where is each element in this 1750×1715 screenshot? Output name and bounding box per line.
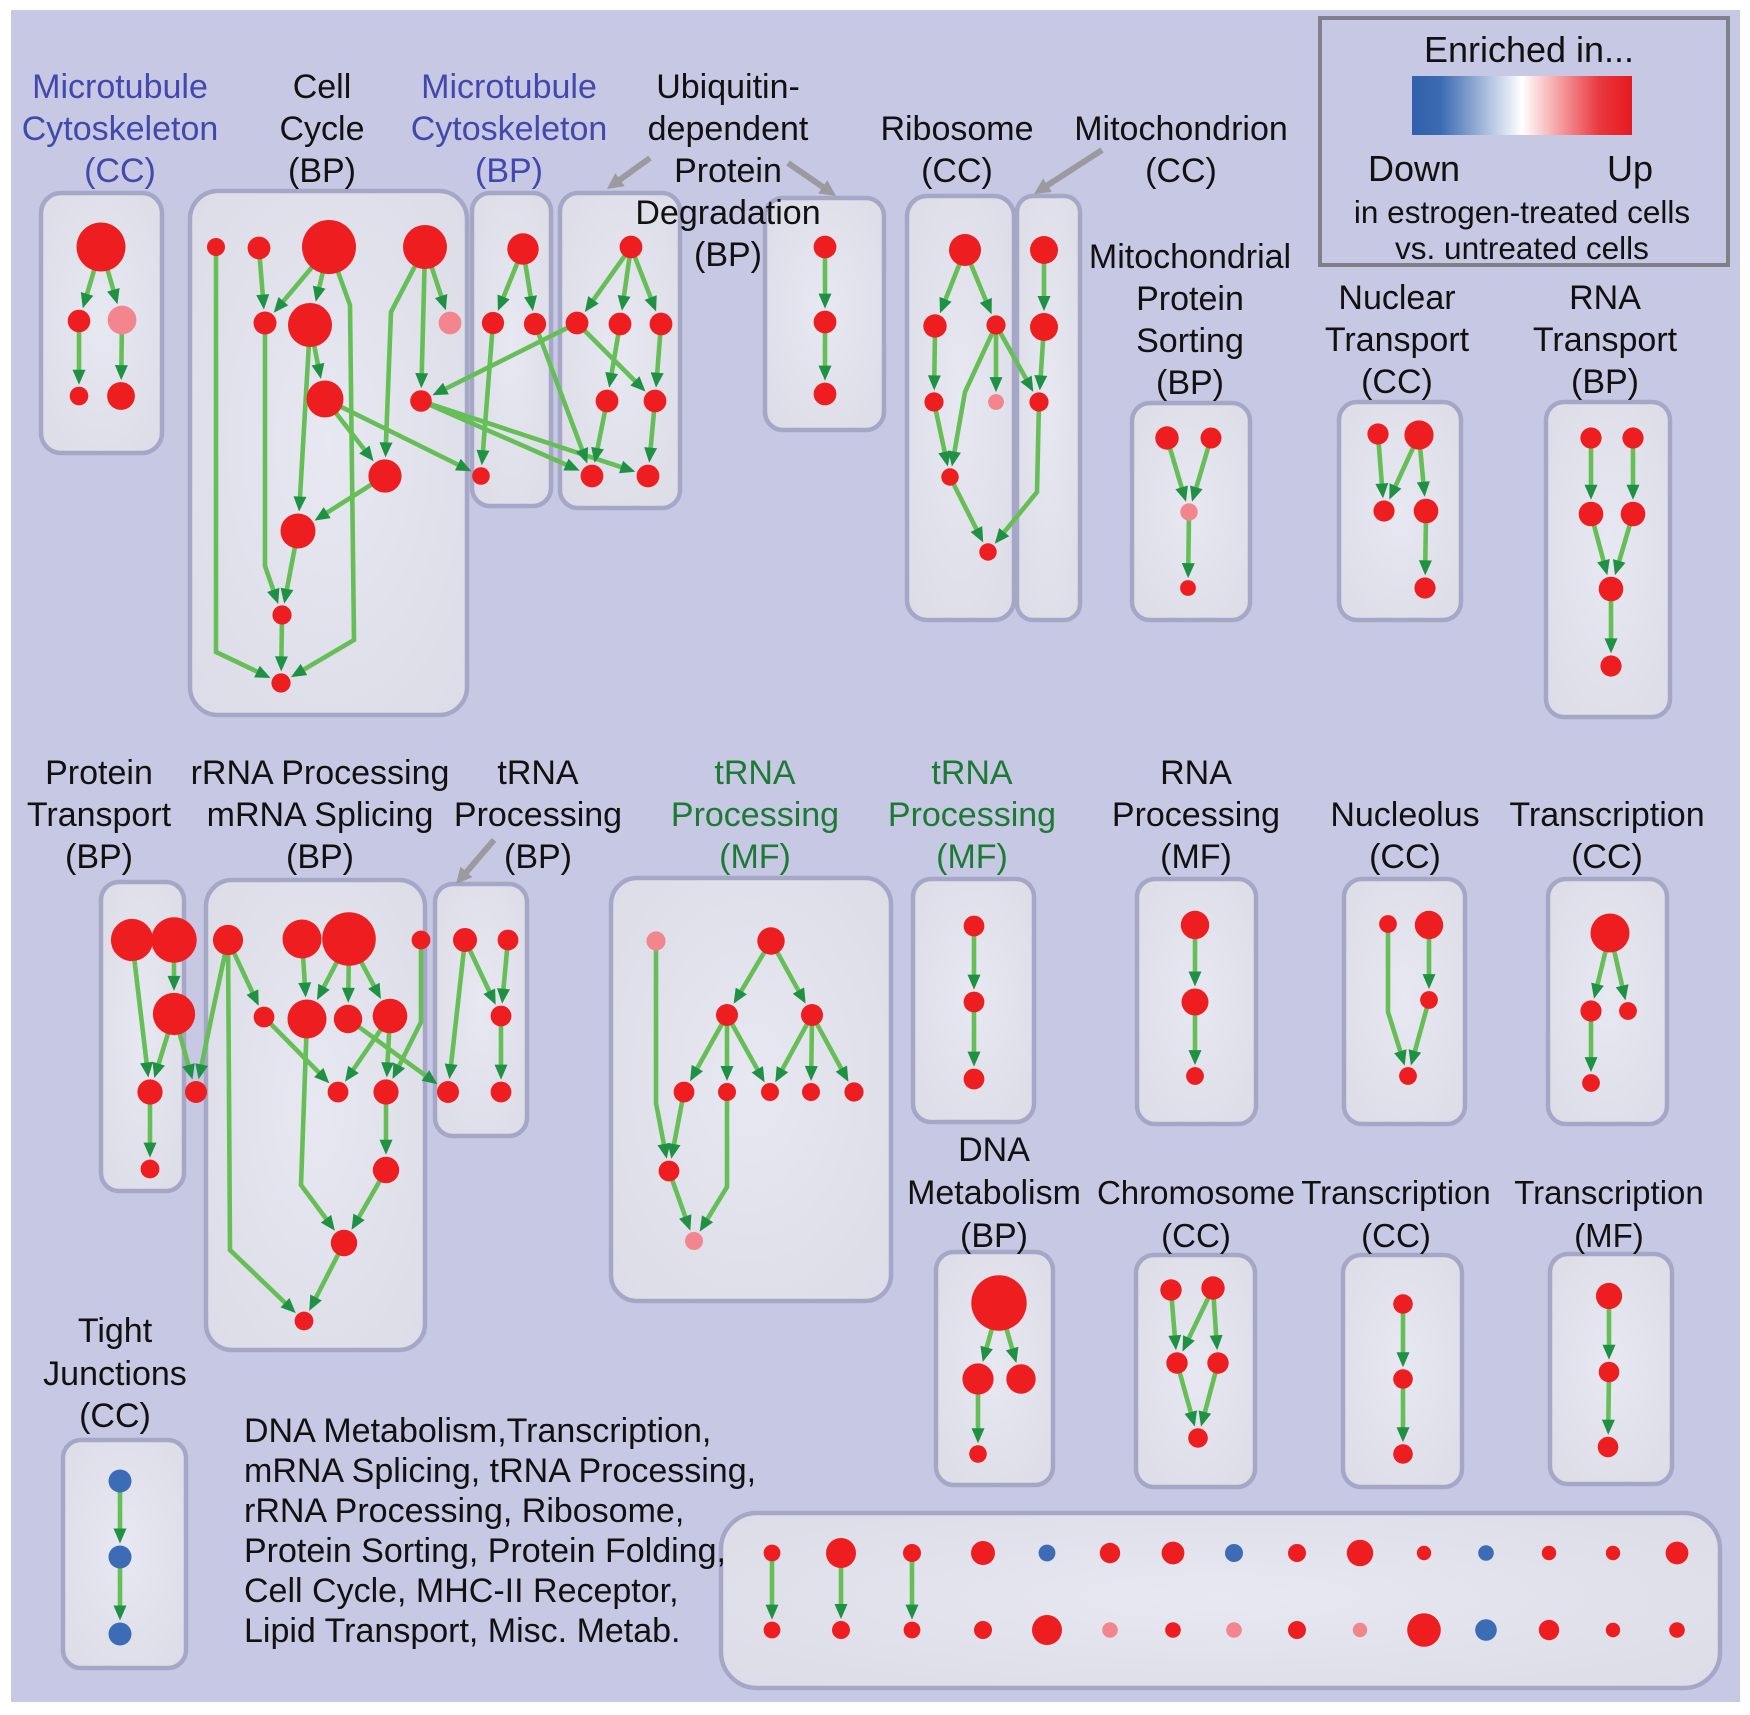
svg-text:(MF): (MF) — [936, 838, 1008, 876]
svg-text:Junctions: Junctions — [43, 1355, 187, 1393]
svg-text:(CC): (CC) — [1571, 838, 1643, 876]
svg-text:Protein Sorting, Protein Foldi: Protein Sorting, Protein Folding, — [244, 1532, 726, 1570]
svg-text:rRNA Processing, Ribosome,: rRNA Processing, Ribosome, — [244, 1492, 684, 1530]
svg-text:(CC): (CC) — [79, 1397, 151, 1435]
svg-text:Enriched in...: Enriched in... — [1424, 29, 1634, 70]
svg-text:Up: Up — [1607, 148, 1653, 189]
svg-text:Transport: Transport — [27, 796, 172, 834]
svg-text:Down: Down — [1368, 148, 1460, 189]
svg-text:DNA: DNA — [958, 1131, 1030, 1169]
svg-text:Protein: Protein — [45, 754, 153, 792]
svg-text:tRNA: tRNA — [931, 754, 1013, 792]
svg-text:mRNA Splicing: mRNA Splicing — [207, 796, 434, 834]
svg-text:Processing: Processing — [671, 796, 839, 834]
svg-text:(BP): (BP) — [504, 838, 572, 876]
svg-text:(BP): (BP) — [1156, 364, 1224, 402]
svg-text:Cell: Cell — [293, 68, 352, 106]
svg-text:Transport: Transport — [1533, 321, 1678, 359]
svg-text:(BP): (BP) — [1571, 363, 1639, 401]
svg-text:Ribosome: Ribosome — [880, 110, 1033, 148]
svg-text:Transcription: Transcription — [1301, 1174, 1491, 1211]
svg-text:(BP): (BP) — [960, 1217, 1028, 1255]
svg-text:Transcription: Transcription — [1514, 1174, 1704, 1211]
svg-text:Lipid Transport, Misc. Metab.: Lipid Transport, Misc. Metab. — [244, 1612, 681, 1650]
svg-text:(BP): (BP) — [286, 838, 354, 876]
svg-text:mRNA Splicing, tRNA Processing: mRNA Splicing, tRNA Processing, — [244, 1452, 756, 1490]
svg-text:Microtubule: Microtubule — [32, 68, 208, 106]
svg-text:tRNA: tRNA — [497, 754, 579, 792]
svg-text:(MF): (MF) — [1574, 1217, 1644, 1254]
svg-text:(CC): (CC) — [1161, 1217, 1231, 1254]
svg-text:Mitochondrial: Mitochondrial — [1089, 238, 1291, 276]
svg-text:Ubiquitin-: Ubiquitin- — [656, 68, 800, 106]
svg-text:Processing: Processing — [1112, 796, 1280, 834]
svg-text:DNA Metabolism,Transcription,: DNA Metabolism,Transcription, — [244, 1412, 711, 1450]
svg-text:Nuclear: Nuclear — [1338, 279, 1455, 317]
svg-text:vs. untreated cells: vs. untreated cells — [1395, 230, 1649, 266]
svg-text:Sorting: Sorting — [1136, 322, 1244, 360]
svg-text:Transport: Transport — [1325, 321, 1470, 359]
svg-text:rRNA Processing: rRNA Processing — [191, 754, 450, 792]
svg-text:Cycle: Cycle — [279, 110, 364, 148]
svg-text:Processing: Processing — [888, 796, 1056, 834]
svg-text:Metabolism: Metabolism — [907, 1174, 1081, 1212]
svg-text:(CC): (CC) — [1361, 1217, 1431, 1254]
svg-text:Cell Cycle, MHC-II Receptor,: Cell Cycle, MHC-II Receptor, — [244, 1572, 679, 1610]
svg-text:Chromosome: Chromosome — [1097, 1174, 1295, 1211]
svg-text:Protein: Protein — [1136, 280, 1244, 318]
svg-text:(CC): (CC) — [921, 152, 993, 190]
svg-text:(BP): (BP) — [475, 152, 543, 190]
svg-text:Microtubule: Microtubule — [421, 68, 597, 106]
svg-text:RNA: RNA — [1569, 279, 1641, 317]
svg-text:Cytoskeleton: Cytoskeleton — [411, 110, 608, 148]
svg-text:Degradation: Degradation — [635, 194, 820, 232]
svg-text:Cytoskeleton: Cytoskeleton — [22, 110, 219, 148]
svg-text:(CC): (CC) — [1361, 363, 1433, 401]
svg-text:(BP): (BP) — [65, 838, 133, 876]
svg-text:(MF): (MF) — [1160, 838, 1232, 876]
svg-text:dependent: dependent — [648, 110, 809, 148]
svg-text:(CC): (CC) — [84, 152, 156, 190]
svg-text:(MF): (MF) — [719, 838, 791, 876]
svg-text:in estrogen-treated cells: in estrogen-treated cells — [1354, 194, 1690, 230]
svg-text:tRNA: tRNA — [714, 754, 796, 792]
svg-text:(CC): (CC) — [1369, 838, 1441, 876]
svg-text:(BP): (BP) — [694, 236, 762, 274]
svg-text:Processing: Processing — [454, 796, 622, 834]
svg-text:Transcription: Transcription — [1509, 796, 1704, 834]
svg-text:(BP): (BP) — [288, 152, 356, 190]
svg-text:RNA: RNA — [1160, 754, 1232, 792]
svg-text:Mitochondrion: Mitochondrion — [1074, 110, 1288, 148]
svg-text:Tight: Tight — [78, 1312, 153, 1350]
svg-text:(CC): (CC) — [1145, 152, 1217, 190]
svg-text:Protein: Protein — [674, 152, 782, 190]
svg-text:Nucleolus: Nucleolus — [1330, 796, 1479, 834]
